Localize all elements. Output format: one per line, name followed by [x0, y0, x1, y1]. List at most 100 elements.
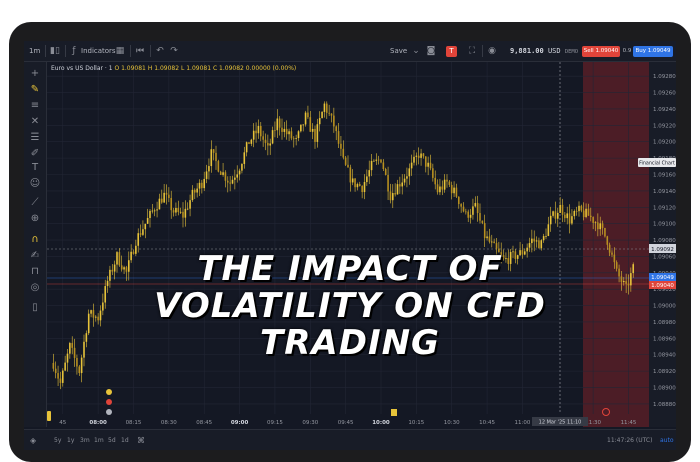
- camera-icon[interactable]: ◙: [426, 46, 436, 56]
- zoom-icon[interactable]: ⊕: [30, 213, 40, 224]
- chart-grid: [47, 62, 649, 414]
- brush-icon[interactable]: ✐: [30, 148, 40, 159]
- event-marker[interactable]: [602, 408, 610, 416]
- toolbar-divider: [150, 45, 151, 57]
- candle-body: [255, 130, 257, 134]
- range-1y[interactable]: 1y: [67, 437, 75, 444]
- candle-body: [347, 164, 349, 168]
- event-marker[interactable]: [106, 399, 112, 405]
- replay-icon[interactable]: ⏮: [135, 46, 145, 56]
- calendar-icon[interactable]: ⌘: [137, 436, 145, 445]
- candle-body: [436, 184, 439, 193]
- candle-body: [533, 238, 536, 242]
- range-5y[interactable]: 5y: [54, 437, 62, 444]
- candle-body: [118, 252, 121, 266]
- time-tick-label: 08:30: [161, 420, 177, 426]
- range-1m[interactable]: 1m: [94, 437, 104, 444]
- candle-body: [417, 155, 420, 158]
- candle-body: [300, 124, 302, 132]
- candle-body: [208, 166, 210, 172]
- time-tick-label: 11:30: [585, 420, 601, 426]
- price-chart[interactable]: 1.09280 1.09260 1.09240 1.09220 1.09200 1.091…: [47, 62, 676, 427]
- candle-body: [94, 316, 97, 318]
- range-1d[interactable]: 1d: [121, 437, 129, 444]
- save-button[interactable]: Save: [390, 47, 408, 55]
- candle-body: [545, 235, 547, 237]
- indicators-button[interactable]: Indicators: [81, 47, 116, 55]
- price-tick-label: 1.08900: [653, 386, 676, 392]
- utc-clock[interactable]: 11:47:26 (UTC): [607, 437, 653, 444]
- event-marker[interactable]: [106, 409, 112, 415]
- candle-body: [149, 210, 151, 218]
- price-tick-label: 1.08980: [653, 320, 676, 326]
- candle-body: [453, 187, 455, 194]
- candle-body: [333, 115, 335, 127]
- fib-icon[interactable]: ☰: [30, 132, 40, 143]
- candle-body: [622, 281, 625, 283]
- candle-body: [191, 189, 194, 201]
- crosshair-icon[interactable]: +: [30, 68, 40, 79]
- candle-body: [460, 204, 462, 207]
- interval-selector[interactable]: 1m: [29, 47, 41, 55]
- candle-body: [87, 313, 90, 334]
- pattern-icon[interactable]: ✕: [30, 116, 40, 127]
- range-5d[interactable]: 5d: [108, 437, 116, 444]
- candle-body: [288, 131, 290, 135]
- candle-body: [457, 196, 460, 205]
- candle-body: [578, 205, 580, 212]
- candle-body: [168, 194, 170, 198]
- trash-icon[interactable]: ▯: [32, 302, 38, 313]
- emoji-icon[interactable]: ☺: [29, 178, 41, 189]
- fullscreen-icon[interactable]: ⛶: [468, 46, 476, 56]
- brush-tool-icon[interactable]: ✍: [30, 250, 40, 261]
- candle-body: [226, 180, 229, 183]
- trading-screen: 1m ▮▯ ƒ Indicators ▦ ⏮ ↶ ↷ Save ⌄ ◙ T ⛶ …: [24, 41, 676, 450]
- candle-body: [429, 162, 432, 169]
- event-marker[interactable]: [106, 389, 112, 395]
- current-price-tag: 1.09092: [649, 244, 676, 253]
- candle-body: [540, 240, 543, 249]
- trade-button[interactable]: T: [446, 46, 457, 57]
- candle-body: [349, 167, 352, 183]
- flag-marker[interactable]: [391, 409, 397, 416]
- chart-canvas[interactable]: 1.09280 1.09260 1.09240 1.09220 1.09200 1.091…: [47, 62, 676, 427]
- headline-line-2: VOLATILITY ON CFD: [154, 286, 546, 326]
- candle-body: [52, 362, 55, 369]
- eye-icon[interactable]: ◎: [30, 282, 40, 293]
- range-3m[interactable]: 3m: [80, 437, 90, 444]
- candle-body: [606, 236, 609, 245]
- buy-button[interactable]: Buy 1.09049: [633, 46, 673, 57]
- candle-body: [500, 252, 503, 256]
- candle-body: [163, 192, 165, 203]
- candle-body: [212, 149, 215, 153]
- undo-icon[interactable]: ↶: [156, 46, 164, 56]
- time-tick-label: 09:00: [231, 420, 249, 426]
- ruler-icon[interactable]: ⟋: [31, 197, 39, 208]
- account-balance: 9,881.00 USD DEMO: [510, 41, 578, 61]
- lines-icon[interactable]: ≡: [30, 100, 40, 111]
- redo-icon[interactable]: ↷: [170, 46, 178, 56]
- auto-scale-toggle[interactable]: auto: [660, 437, 674, 444]
- layers-icon[interactable]: ◈: [30, 436, 37, 445]
- scroll-handle[interactable]: [47, 411, 51, 421]
- candle-body: [278, 118, 281, 128]
- pencil-icon[interactable]: ✎: [30, 84, 40, 95]
- candle-body: [132, 251, 135, 254]
- candle-body: [252, 130, 255, 140]
- candle-body: [535, 240, 538, 242]
- candle-body: [448, 181, 451, 185]
- candles-icon[interactable]: ▮▯: [50, 46, 60, 56]
- candle-body: [193, 189, 196, 193]
- chevron-down-icon[interactable]: ⌄: [412, 46, 420, 56]
- eye-icon[interactable]: ◉: [488, 46, 496, 56]
- lock-icon[interactable]: ⊓: [31, 266, 39, 277]
- sell-button[interactable]: Sell 1.09040: [582, 46, 620, 57]
- candle-body: [394, 193, 396, 195]
- candle-body: [139, 233, 142, 235]
- text-icon[interactable]: T: [31, 162, 39, 173]
- magnet-icon[interactable]: ∩: [31, 234, 39, 245]
- candle-body: [627, 283, 630, 286]
- current-price-label: 1.09092: [651, 247, 674, 253]
- candle-body: [490, 241, 493, 243]
- layout-icon[interactable]: ▦: [115, 46, 125, 56]
